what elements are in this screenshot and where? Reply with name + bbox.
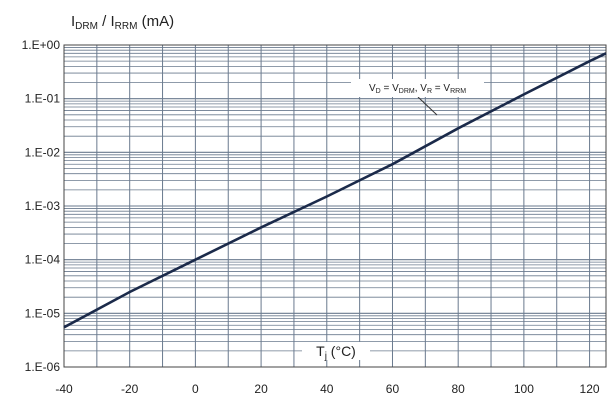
y-tick-label: 1.E-06 [25,360,61,374]
x-tick-label: 120 [580,382,600,396]
x-label-box [302,342,370,360]
x-tick-label: -40 [55,382,73,396]
y-axis-label: IDRM / IRRM (mA) [71,13,174,32]
y-tick-label: 1.E-05 [25,306,61,320]
y-tick-label: 1.E+00 [22,38,61,52]
x-tick-label: 0 [192,382,199,396]
data-series-line [63,52,607,329]
plot-frame [63,44,607,368]
annotation-leader [417,96,438,116]
x-axis-label: Tj (°C) [316,343,356,362]
x-tick-label: 80 [452,382,466,396]
x-tick-label: 60 [386,382,400,396]
x-tick-label: 20 [254,382,268,396]
y-tick-label: 1.E-04 [25,253,61,267]
y-tick-label: 1.E-02 [25,145,61,159]
x-tick-label: 40 [320,382,334,396]
annotation-box [351,79,484,97]
y-tick-label: 1.E-03 [25,199,61,213]
x-tick-label: 100 [514,382,534,396]
x-tick-label: -20 [121,382,139,396]
curve-annotation: VD = VDRM, VR = VRRM [369,83,466,95]
y-tick-label: 1.E-01 [25,92,61,106]
